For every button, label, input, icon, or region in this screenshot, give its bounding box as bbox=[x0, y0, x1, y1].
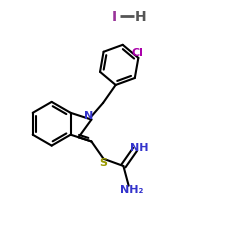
Text: S: S bbox=[100, 158, 108, 168]
Text: N: N bbox=[84, 111, 93, 121]
Text: H: H bbox=[135, 10, 146, 24]
Text: NH₂: NH₂ bbox=[120, 185, 143, 195]
Text: I: I bbox=[111, 10, 116, 24]
Text: Cl: Cl bbox=[131, 48, 143, 58]
Text: NH: NH bbox=[130, 143, 149, 153]
